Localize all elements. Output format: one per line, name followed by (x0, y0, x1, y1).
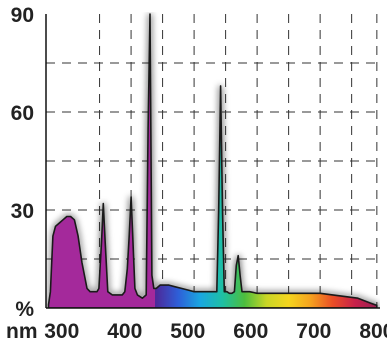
y-tick-label: 90 (11, 4, 34, 27)
y-tick-label: 30 (11, 200, 34, 223)
x-tick-label: 300 (44, 320, 79, 343)
y-tick-label: % (15, 298, 34, 321)
spectrum-area (47, 13, 378, 308)
x-tick-label: 400 (107, 320, 142, 343)
spectrum-outline (47, 13, 378, 308)
y-tick-label: 60 (11, 102, 34, 125)
x-axis-unit-label: nm (6, 320, 38, 343)
tick-labels: % 30 60 90 nm 300 400 500 600 700 800 (6, 4, 387, 343)
x-tick-label: 700 (296, 320, 331, 343)
x-tick-label: 600 (233, 320, 268, 343)
x-tick-label: 500 (170, 320, 205, 343)
x-tick-label: 800 (359, 320, 387, 343)
grid (46, 14, 380, 308)
uv-band-fill (48, 14, 156, 308)
axes (45, 14, 380, 309)
